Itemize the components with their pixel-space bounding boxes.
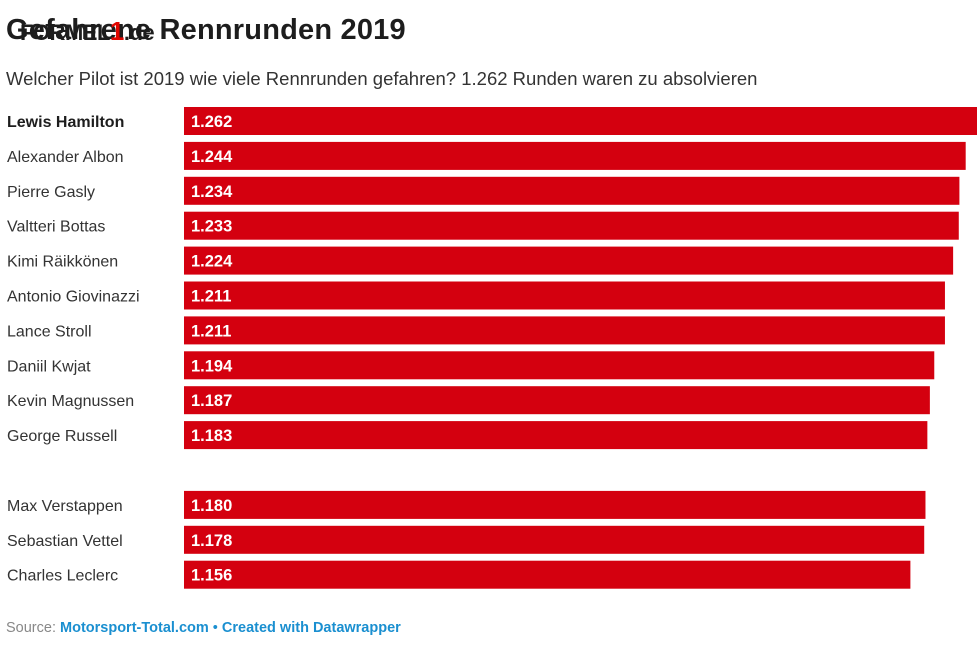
value-label: 1.211 <box>191 322 231 340</box>
value-label: 1.234 <box>191 183 233 201</box>
formel1-logo[interactable]: FORMEL1.de <box>20 16 155 47</box>
value-label: 1.183 <box>191 427 232 445</box>
bar[interactable] <box>184 246 954 275</box>
category-label: Pierre Gasly <box>7 184 95 201</box>
chart-title: Gefahrene Rennrunden 2019 <box>6 14 406 46</box>
source-link[interactable]: Motorsport-Total.com <box>60 620 209 636</box>
value-label: 1.262 <box>191 113 232 131</box>
footer-separator: • <box>212 620 218 636</box>
value-label: 1.156 <box>191 567 232 585</box>
value-label: 1.224 <box>191 253 233 271</box>
category-label: Valtteri Bottas <box>7 219 105 236</box>
category-label: Lance Stroll <box>7 323 92 340</box>
category-label: Kevin Magnussen <box>7 393 134 410</box>
title-area: Gefahrene Rennrunden 2019 FORMEL1.de <box>6 14 606 54</box>
bar[interactable] <box>184 176 960 205</box>
value-label: 1.180 <box>191 497 232 515</box>
bar-chart: Lewis Hamilton 1.262 Alexander Albon 1.244 P… <box>7 107 977 589</box>
footer: Source: Motorsport-Total.com • Created w… <box>6 620 401 636</box>
category-label: Sebastian Vettel <box>7 533 123 550</box>
value-label: 1.233 <box>191 218 232 236</box>
category-label: Antonio Giovinazzi <box>7 289 140 306</box>
bar[interactable] <box>184 386 930 415</box>
category-label: Charles Leclerc <box>7 568 118 585</box>
bar[interactable] <box>184 525 925 554</box>
bar[interactable] <box>184 141 966 170</box>
bar[interactable] <box>184 421 928 450</box>
bar[interactable] <box>184 316 945 345</box>
bar[interactable] <box>184 211 959 240</box>
value-label: 1.244 <box>191 148 233 166</box>
logo-suffix: .de <box>123 20 155 45</box>
logo-prefix: FORMEL <box>20 20 110 45</box>
bar[interactable] <box>184 107 977 135</box>
value-label: 1.211 <box>191 288 231 306</box>
category-label: Kimi Räikkönen <box>7 254 118 271</box>
value-label: 1.178 <box>191 532 232 550</box>
bar[interactable] <box>184 490 926 519</box>
source-label: Source: <box>6 620 56 636</box>
category-label: Lewis Hamilton <box>7 114 124 131</box>
category-label: Alexander Albon <box>7 149 124 166</box>
bar[interactable] <box>184 281 945 310</box>
value-label: 1.187 <box>191 392 232 410</box>
chart-subtitle: Welcher Pilot ist 2019 wie viele Rennrun… <box>6 68 758 89</box>
bar[interactable] <box>184 351 935 380</box>
category-label: George Russell <box>7 428 117 445</box>
value-label: 1.194 <box>191 357 233 375</box>
category-label: Max Verstappen <box>7 498 123 515</box>
category-label: Daniil Kwjat <box>7 358 91 375</box>
bar[interactable] <box>184 560 911 589</box>
datawrapper-link[interactable]: Created with Datawrapper <box>221 620 401 636</box>
logo-number: 1 <box>109 16 124 46</box>
